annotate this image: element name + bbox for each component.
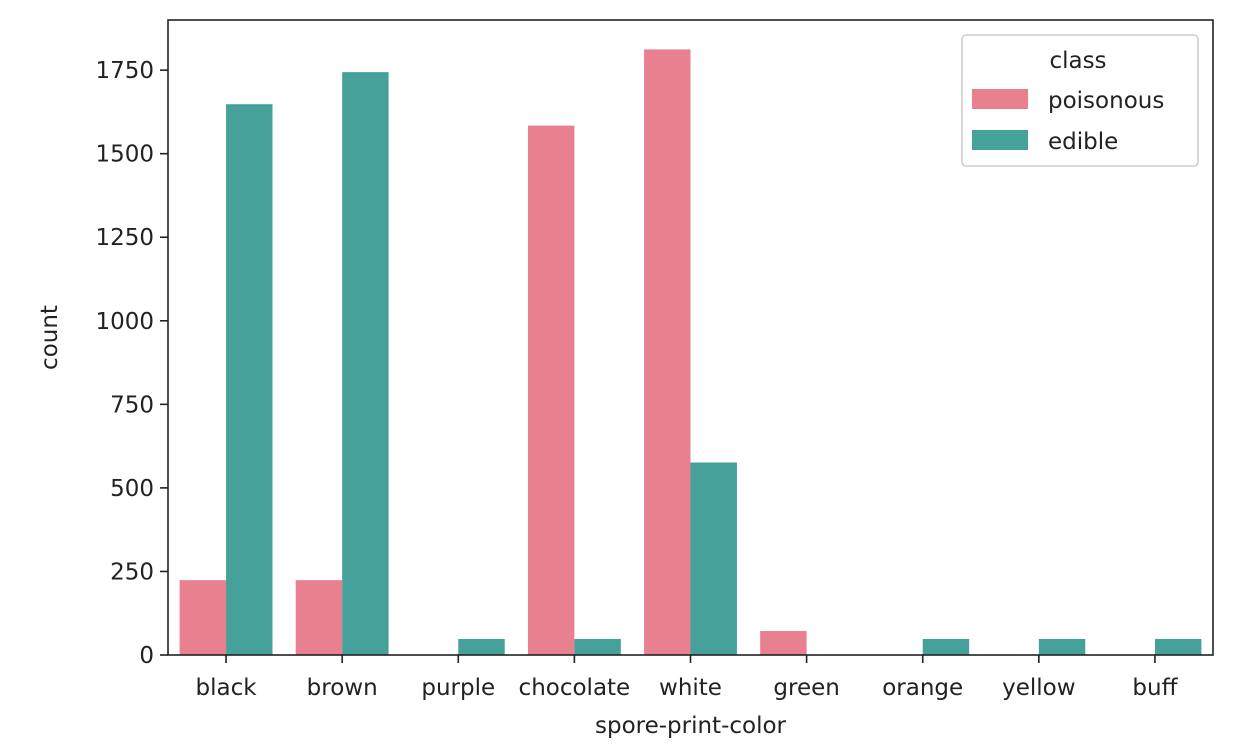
bar-edible-purple [458,638,505,655]
y-tick-label: 500 [110,476,154,502]
y-tick-label: 1000 [95,309,154,335]
bar-edible-orange [922,638,970,655]
legend-label-poisonous: poisonous [1048,88,1164,114]
x-tick-label-black: black [196,675,258,701]
bar-edible-buff [1154,638,1202,655]
x-tick-label-buff: buff [1132,675,1178,701]
x-tick-label-white: white [659,675,722,701]
y-tick-label: 1750 [95,58,154,84]
x-axis-title: spore-print-color [595,713,787,739]
bar-poisonous-white [644,49,691,656]
bar-poisonous-black [179,580,227,655]
y-tick-label: 1500 [95,142,154,168]
bar-poisonous-chocolate [527,125,575,656]
plot-area-frame [167,19,1214,656]
legend-title: class [1049,48,1106,74]
bar-edible-white [690,462,737,655]
legend-label-edible: edible [1048,129,1118,155]
legend-swatch-poisonous [972,89,1028,109]
x-tick-label-orange: orange [882,675,963,701]
legend-swatch-edible [972,130,1028,150]
bar-edible-yellow [1038,638,1086,655]
x-tick-label-brown: brown [307,675,378,701]
x-tick-label-yellow: yellow [1002,675,1075,701]
x-tick-label-green: green [773,675,839,701]
y-tick-label: 750 [110,392,154,418]
bar-edible-black [226,104,273,656]
y-axis-title: count [37,305,63,370]
x-tick-label-chocolate: chocolate [519,675,631,701]
y-tick-label: 0 [139,643,154,669]
bar-edible-chocolate [574,638,621,655]
ticks-layer: 0 250 500 750 1000 1250 1500 1750 black brown purp… [95,58,1178,701]
bar-poisonous-green [760,630,807,655]
y-tick-label: 1250 [95,225,154,251]
legend: class poisonous edible [961,34,1199,167]
bar-poisonous-brown [295,580,343,655]
y-tick-label: 250 [110,559,154,585]
bars-layer [179,49,1202,656]
bar-edible-brown [342,72,389,655]
x-tick-label-purple: purple [421,675,495,701]
